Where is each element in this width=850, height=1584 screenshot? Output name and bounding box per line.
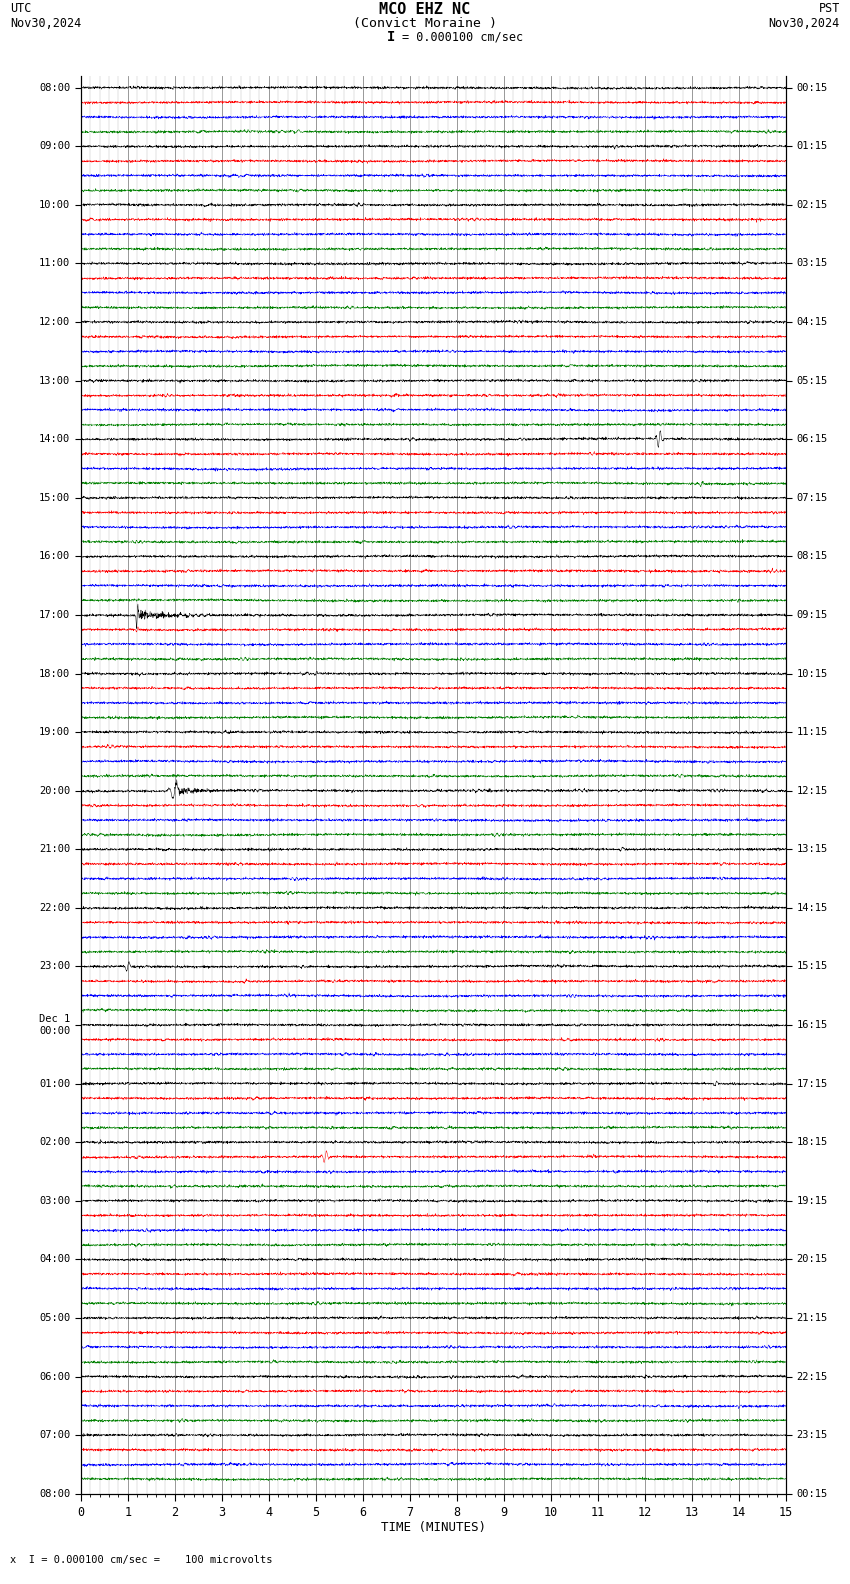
- Text: PST: PST: [819, 2, 840, 16]
- Text: (Convict Moraine ): (Convict Moraine ): [353, 16, 497, 30]
- Text: UTC: UTC: [10, 2, 31, 16]
- Text: = 0.000100 cm/sec: = 0.000100 cm/sec: [402, 30, 523, 43]
- Text: MCO EHZ NC: MCO EHZ NC: [379, 2, 471, 17]
- Text: I: I: [387, 30, 395, 44]
- Text: Nov30,2024: Nov30,2024: [768, 16, 840, 30]
- X-axis label: TIME (MINUTES): TIME (MINUTES): [381, 1521, 486, 1535]
- Text: x  I = 0.000100 cm/sec =    100 microvolts: x I = 0.000100 cm/sec = 100 microvolts: [10, 1555, 273, 1565]
- Text: Nov30,2024: Nov30,2024: [10, 16, 82, 30]
